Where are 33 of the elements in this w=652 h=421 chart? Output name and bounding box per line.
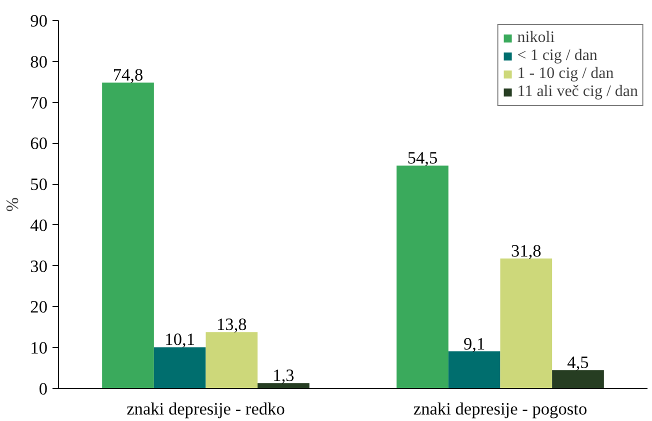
data-label: 13,8	[216, 315, 247, 334]
data-label: 54,5	[407, 148, 438, 168]
data-label: 10,1	[164, 330, 195, 350]
y-tick-label: 20	[30, 298, 48, 317]
data-label: 31,8	[511, 241, 542, 260]
data-label: 1,3	[272, 366, 294, 386]
bar	[500, 258, 552, 388]
y-tick-label: 90	[30, 12, 48, 30]
data-label: 4,5	[567, 353, 589, 372]
legend-label: 1 - 10 cig / dan	[517, 65, 614, 83]
bar	[258, 383, 310, 388]
data-label: 9,1	[464, 334, 486, 354]
y-tick-label: 0	[38, 380, 48, 398]
legend-label: nikoli	[517, 29, 555, 47]
bar	[154, 347, 206, 388]
legend-label: < 1 cig / dan	[517, 47, 598, 65]
bar	[102, 82, 154, 388]
y-tick-label: 10	[30, 338, 48, 358]
y-tick-label: 60	[30, 134, 48, 154]
bar	[448, 351, 500, 388]
x-tick-label: znaki depresije - pogosto	[413, 400, 588, 418]
x-tick-label: znaki depresije - redko	[126, 400, 285, 418]
y-tick-label: 30	[30, 256, 48, 276]
legend-label: 11 ali več cig / dan	[517, 83, 638, 101]
bar	[206, 332, 258, 388]
bar	[396, 166, 448, 388]
y-tick-label: 50	[30, 175, 48, 194]
y-tick-label: 40	[30, 216, 48, 235]
y-axis-title: %	[3, 197, 22, 212]
data-label: 74,8	[112, 66, 144, 85]
y-tick-label: 80	[30, 52, 48, 72]
y-tick-label: 70	[30, 93, 48, 112]
bar	[552, 370, 604, 388]
